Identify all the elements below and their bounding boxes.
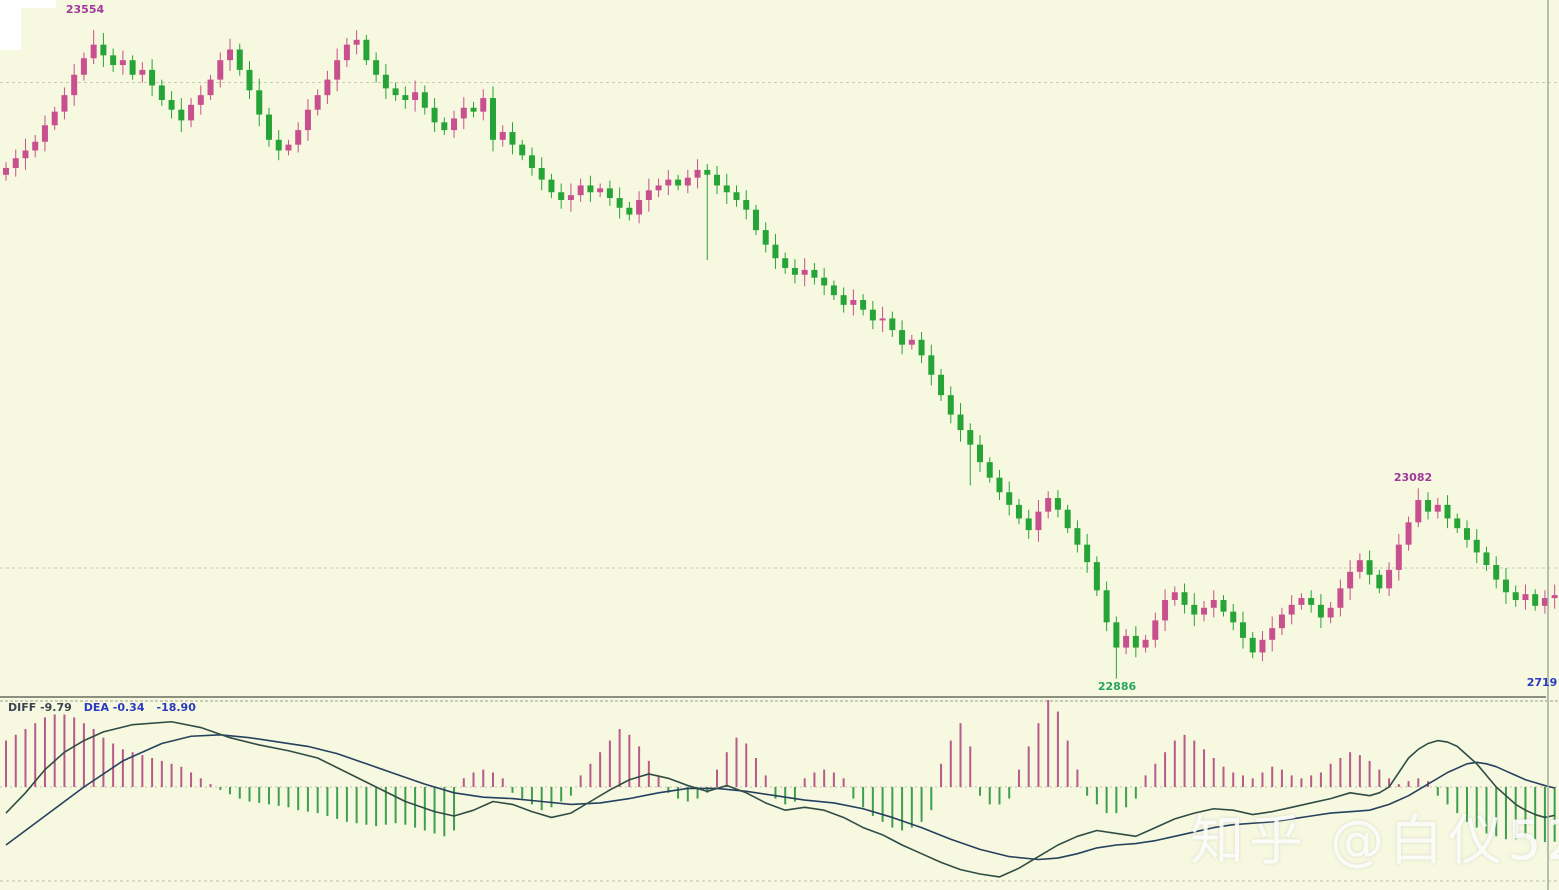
macd-diff-value: DIFF -9.79: [8, 701, 72, 714]
swing-high-price-label: 23082: [1393, 471, 1433, 484]
macd-bar-value: -18.90: [156, 701, 196, 714]
image-corner-artifact: [0, 0, 21, 50]
watermark-zhihu: 知乎 @白仪520: [1190, 809, 1559, 872]
image-corner-artifact: [0, 0, 56, 8]
lowest-price-label: 22886: [1097, 680, 1137, 693]
right-edge-price-label: 2719: [1526, 676, 1558, 689]
macd-indicator-readout[interactable]: DIFF -9.79 DEA -0.34 -18.90: [8, 701, 208, 714]
highest-price-label: 23554: [65, 3, 105, 16]
macd-dea-value: DEA -0.34: [83, 701, 145, 714]
